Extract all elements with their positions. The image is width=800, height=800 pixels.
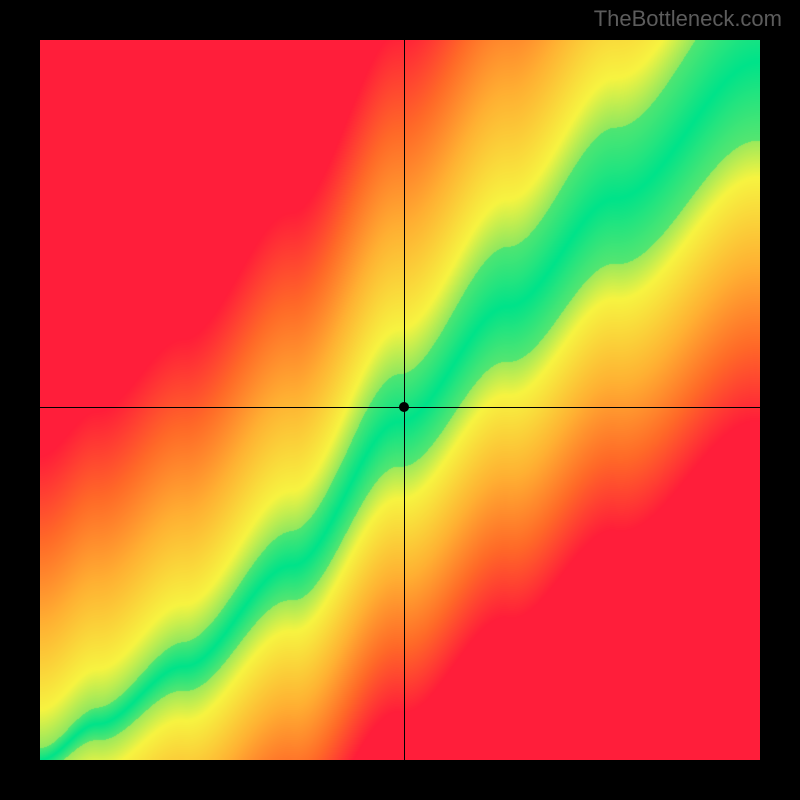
watermark-text: TheBottleneck.com [594,6,782,32]
plot-area [40,40,760,760]
crosshair-point[interactable] [399,402,409,412]
bottleneck-heatmap [40,40,760,760]
crosshair-vertical [404,40,405,760]
